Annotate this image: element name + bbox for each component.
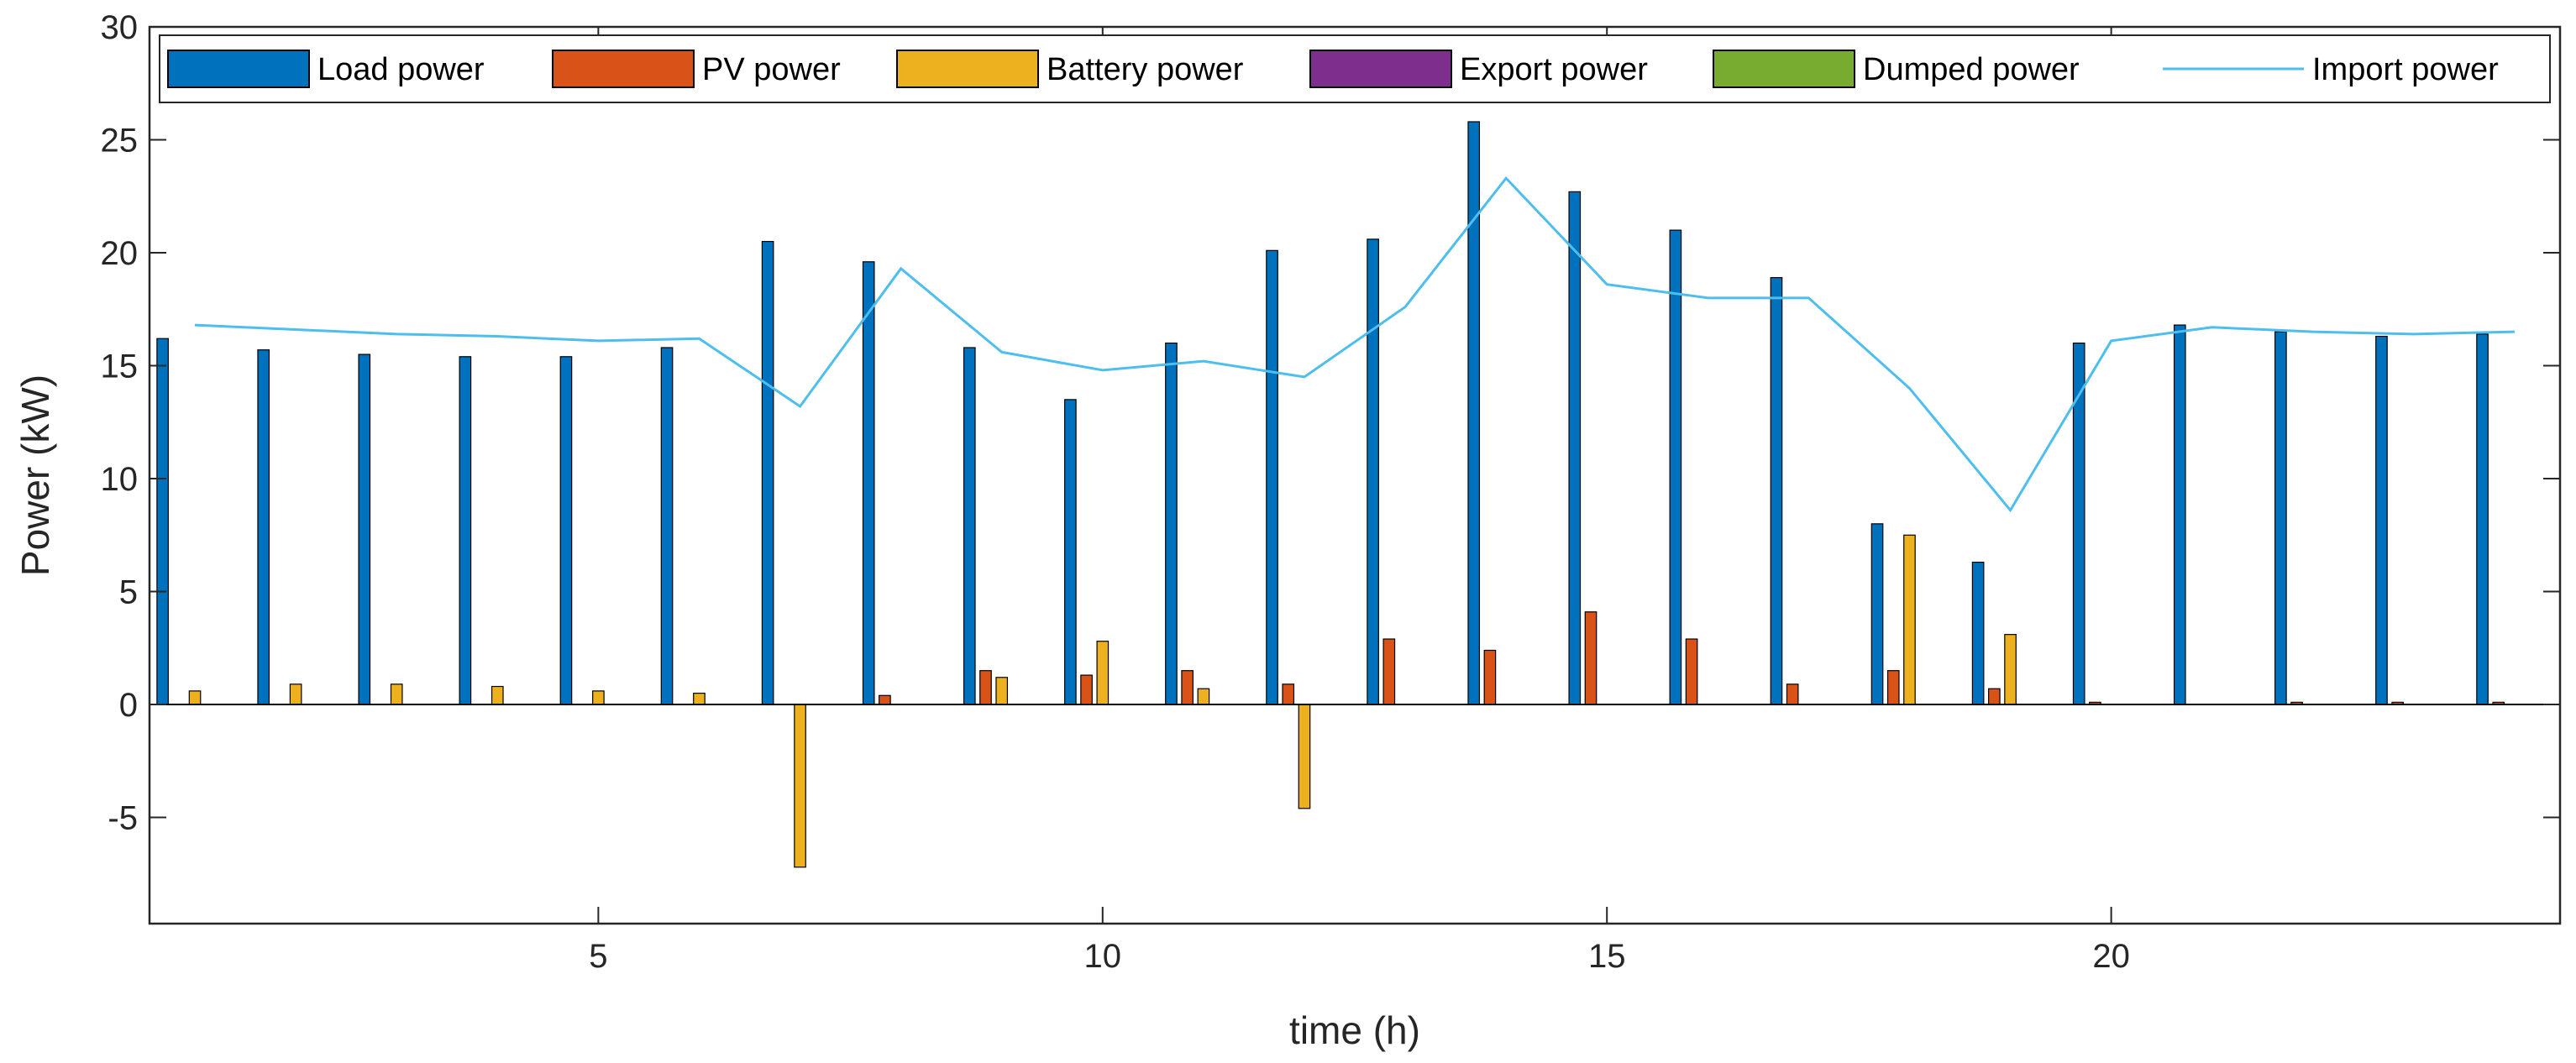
load-power-bar xyxy=(1971,561,1985,705)
load-power-bar xyxy=(2274,331,2287,705)
line-layer xyxy=(194,175,2515,513)
load-power-bar xyxy=(1367,238,1379,705)
battery-power-bar xyxy=(390,683,403,705)
load-power-bar xyxy=(1870,523,1884,705)
load-power-bar xyxy=(156,338,169,705)
y-tick-label: 0 xyxy=(119,687,138,724)
legend: Load power PV power Battery power Export po… xyxy=(159,34,2551,103)
battery-power-legend-label: Battery power xyxy=(1047,52,1244,87)
y-tick-label: 25 xyxy=(101,123,139,160)
battery-power-bar xyxy=(1197,688,1210,705)
battery-power-bar xyxy=(592,690,605,705)
load-power-bar xyxy=(963,347,976,705)
load-power-legend-swatch xyxy=(167,50,310,88)
y-tick-label: 10 xyxy=(101,461,139,498)
load-power-bar xyxy=(862,261,875,705)
load-power-bar xyxy=(2173,324,2186,705)
load-power-bar xyxy=(1669,229,1682,705)
load-power-bar xyxy=(1568,191,1582,705)
battery-power-bar xyxy=(491,685,504,705)
pv-power-bar xyxy=(1584,611,1598,705)
bars-layer xyxy=(156,121,2505,868)
pv-power-bar xyxy=(1786,683,1799,705)
pv-power-bar xyxy=(1080,674,1093,705)
pv-power-bar xyxy=(1282,683,1295,705)
battery-power-bar xyxy=(1298,704,1311,809)
load-power-bar xyxy=(257,349,270,705)
x-tick-label: 20 xyxy=(2092,938,2130,975)
y-tick-label: 5 xyxy=(119,574,138,611)
ticks-layer: 5 10 15 20 -5 0 5 10 15 20 25 30 xyxy=(101,9,2560,975)
x-tick-label: 5 xyxy=(589,938,607,975)
load-power-bar xyxy=(1064,399,1077,705)
load-power-bar xyxy=(761,240,774,705)
x-tick-label: 15 xyxy=(1588,938,1626,975)
y-tick-label: -5 xyxy=(108,800,138,837)
pv-power-bar xyxy=(1382,638,1396,705)
plot-area xyxy=(150,27,2560,924)
x-axis-title: time (h) xyxy=(1289,1008,1420,1052)
pv-power-bar xyxy=(1181,670,1194,705)
x-tick-label: 10 xyxy=(1084,938,1122,975)
load-power-bar xyxy=(2375,335,2388,705)
dumped-power-legend-label: Dumped power xyxy=(1863,52,2080,87)
pv-power-bar xyxy=(1685,638,1698,705)
export-power-legend-label: Export power xyxy=(1460,52,1648,87)
export-power-legend-swatch xyxy=(1309,50,1452,88)
pv-power-bar xyxy=(879,694,891,705)
plot-frame xyxy=(148,25,2562,925)
y-tick-label: 15 xyxy=(101,348,139,385)
load-power-bar xyxy=(459,356,472,705)
load-power-bar xyxy=(1770,277,1783,705)
load-power-bar xyxy=(2476,333,2489,705)
load-power-bar xyxy=(358,353,371,705)
pv-power-bar xyxy=(1886,670,1900,705)
battery-power-bar xyxy=(289,683,302,705)
battery-power-bar xyxy=(995,677,1009,705)
load-power-bar xyxy=(1165,343,1178,705)
y-tick-label: 30 xyxy=(101,9,139,46)
dumped-power-legend-swatch xyxy=(1713,50,1855,88)
battery-power-bar xyxy=(2004,634,2017,705)
pv-power-bar xyxy=(1483,649,1497,705)
battery-power-bar xyxy=(188,690,202,705)
pv-power-bar xyxy=(1988,688,2001,705)
y-tick-label: 20 xyxy=(101,235,139,272)
import-power-legend-label: Import power xyxy=(2312,52,2499,87)
battery-power-bar xyxy=(1903,534,1916,705)
battery-power-bar xyxy=(794,704,806,868)
load-power-bar xyxy=(1266,249,1278,705)
load-power-legend-label: Load power xyxy=(317,52,485,87)
import-power-line xyxy=(194,175,2515,513)
battery-power-bar xyxy=(693,692,706,705)
pv-power-legend-label: PV power xyxy=(702,52,841,87)
battery-power-bar xyxy=(1096,641,1110,705)
pv-power-bar xyxy=(979,670,992,705)
battery-power-legend-swatch xyxy=(896,50,1039,88)
pv-power-legend-swatch xyxy=(552,50,695,88)
load-power-bar xyxy=(660,347,674,705)
load-power-bar xyxy=(559,356,573,705)
load-power-bar xyxy=(1467,121,1481,705)
y-axis-title: Power (kW) xyxy=(13,374,57,576)
